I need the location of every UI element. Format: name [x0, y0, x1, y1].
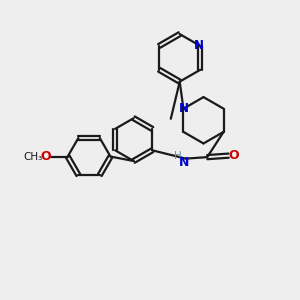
Text: O: O	[41, 150, 51, 163]
Text: O: O	[229, 149, 239, 162]
Text: N: N	[178, 102, 188, 115]
Text: H: H	[174, 151, 182, 161]
Text: CH₃: CH₃	[23, 152, 43, 161]
Text: N: N	[179, 156, 190, 169]
Text: N: N	[194, 40, 204, 52]
